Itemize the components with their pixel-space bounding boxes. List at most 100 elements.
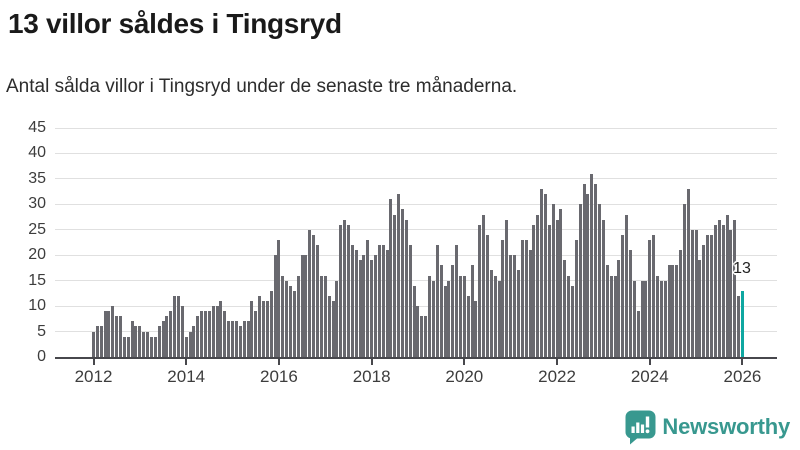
bar-month-133 [605,265,609,357]
y-axis-tick-label: 45 [28,119,46,136]
bar-month-141 [636,311,640,357]
bar-month-128 [586,194,590,357]
bar-month-1 [95,326,99,357]
newsworthy-logo[interactable]: Newsworthy [625,408,790,446]
bar-month-19 [165,316,169,357]
bar-month-166 [733,220,737,357]
bar-month-35 [227,321,231,357]
bar-month-9 [126,337,130,357]
bar-month-38 [238,326,242,357]
bar-month-30 [207,311,211,357]
bar-month-147 [659,281,663,357]
bar-month-0 [92,332,95,357]
newsworthy-icon [625,410,656,444]
bar-month-135 [613,276,617,357]
bar-month-89 [435,245,439,357]
bar-month-155 [690,230,694,357]
bar-month-70 [362,255,366,357]
bar-month-47 [273,255,277,357]
chart-title: 13 villor såldes i Tingsryd [8,8,342,39]
gridline-y-30 [55,203,777,205]
bar-month-148 [663,281,667,357]
bar-month-97 [466,296,470,357]
y-axis-tick-label: 10 [28,297,46,315]
x-axis-tick-label: 2018 [352,367,391,386]
bar-month-119 [551,204,555,357]
x-axis-tick-label: 2014 [167,367,206,386]
x-axis-line [55,357,777,359]
bar-month-117 [543,194,547,357]
bar-month-51 [289,286,292,357]
bar-month-58 [316,245,320,357]
bar-month-96 [462,276,466,357]
bar-month-101 [482,215,486,357]
bar-month-163 [721,225,725,357]
bar-month-129 [590,174,594,357]
bar-month-159 [706,235,710,357]
x-axis-tick-label: 2024 [630,367,669,386]
y-axis-tick-label: 0 [37,348,46,365]
bar-month-41 [250,301,254,357]
x-axis-tick-2014 [185,359,188,365]
bar-month-88 [431,281,435,357]
x-axis-tick-2016 [277,359,280,365]
bar-month-109 [513,255,517,357]
bar-month-150 [671,265,675,357]
bar-month-116 [540,189,544,357]
gridline-y-10 [55,305,777,307]
bar-month-165 [729,230,733,357]
bar-month-68 [354,250,358,357]
bar-month-23 [180,306,184,357]
gridline-y-25 [55,229,777,231]
bar-month-153 [683,204,687,357]
bar-month-91 [443,286,447,357]
gridline-y-35 [55,178,777,180]
bar-month-127 [582,184,586,357]
bar-month-65 [343,220,347,357]
bar-month-60 [323,276,327,357]
bar-month-162 [717,220,721,357]
bar-month-25 [188,332,192,357]
bar-month-75 [381,245,385,357]
bar-month-40 [246,321,250,357]
x-axis-tick-label: 2022 [538,367,576,386]
bar-month-107 [505,220,509,357]
bar-month-71 [366,240,370,357]
bar-month-53 [296,276,300,357]
x-axis-tick-label: 2020 [445,367,484,386]
bar-month-64 [339,225,343,357]
bar-month-103 [489,270,493,357]
bar-month-85 [420,316,424,357]
bar-month-32 [215,306,219,357]
bar-month-21 [173,296,177,357]
bar-month-61 [327,296,331,357]
bar-month-49 [281,276,285,357]
bar-month-72 [370,260,374,357]
gridline-y-40 [55,152,777,154]
gridline-y-15 [55,280,777,282]
bar-month-104 [493,276,497,357]
bar-month-31 [211,306,215,357]
bar-month-138 [625,215,629,357]
bar-month-33 [219,301,223,357]
bar-month-63 [335,281,339,357]
bar-month-84 [416,306,420,357]
bar-month-111 [520,240,524,357]
bar-month-14 [146,332,150,357]
bar-month-145 [652,235,656,357]
bar-month-134 [609,276,613,357]
bar-month-45 [265,301,269,357]
bar-month-54 [300,255,304,357]
bar-month-62 [331,301,335,357]
y-axis-tick-label: 15 [28,271,46,289]
bar-month-20 [169,311,173,357]
x-axis-tick-label: 2012 [74,367,113,386]
bar-month-167 [737,296,741,357]
bar-month-11 [134,326,138,357]
bar-month-102 [486,235,490,357]
bar-month-142 [640,281,644,357]
bar-month-13 [142,332,146,357]
y-axis-tick-label: 25 [28,220,46,238]
bar-month-118 [547,225,551,357]
